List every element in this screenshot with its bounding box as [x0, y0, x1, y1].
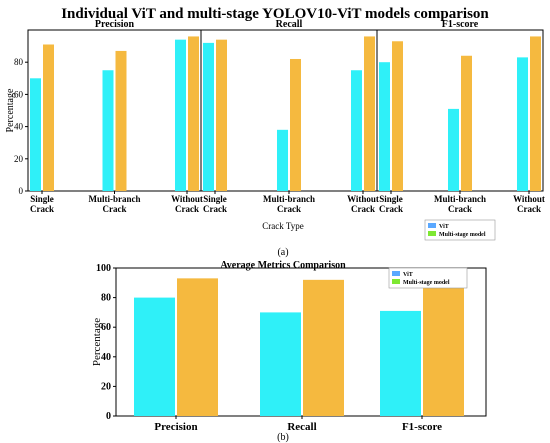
x-tick-label: Single Crack	[30, 194, 54, 214]
x-tick-label: F1-score	[402, 421, 442, 433]
subplot-title: Recall	[276, 19, 303, 30]
bar-multi-stage	[188, 36, 199, 191]
x-tick-label: Without Crack	[171, 194, 203, 214]
bar-vit	[448, 108, 459, 191]
x-axis-label: Crack Type	[262, 221, 303, 231]
y-axis-label: Percentage	[91, 318, 103, 366]
x-tick-label: Precision	[154, 421, 197, 433]
bar-vit	[134, 297, 175, 416]
subplot-title: Precision	[95, 19, 135, 30]
bar-vit	[380, 310, 421, 416]
panel-a-chart: Precision Single Crack Multi-branch Crack Wit…	[5, 19, 545, 241]
x-tick-label: Multi-branch Crack	[263, 194, 315, 214]
x-tick-label: Without Crack	[513, 194, 545, 214]
x-tick-label: Multi-branch Crack	[434, 194, 486, 214]
legend-label-vit: ViT	[403, 272, 413, 278]
bar-multi-stage	[392, 41, 403, 191]
y-tick-label: 0	[106, 411, 111, 422]
x-tick-label: Single Crack	[379, 194, 403, 214]
y-tick-label: 60	[101, 322, 111, 333]
subplot-frame	[200, 29, 378, 192]
bar-multi-stage	[115, 50, 127, 192]
legend-swatch-vit	[392, 271, 400, 276]
x-tick-label: Single Crack	[203, 194, 227, 214]
y-tick-label: 20	[101, 381, 111, 392]
legend-swatch-multi-stage	[392, 279, 400, 284]
bar-vit	[102, 70, 114, 191]
panel-b-label: (b)	[277, 432, 289, 443]
bar-multi-stage	[216, 39, 227, 191]
y-tick-label: 80	[14, 57, 24, 67]
bar-multi-stage	[43, 44, 54, 191]
y-tick-label: 80	[101, 293, 111, 304]
y-axis-label: Percentage	[5, 88, 16, 132]
bar-multi-stage	[290, 58, 301, 192]
legend-label-vit: ViT	[439, 224, 449, 230]
legend-swatch-vit	[428, 223, 436, 228]
bar-vit	[517, 57, 528, 192]
chart-title: Average Metrics Comparison	[220, 260, 346, 271]
panel-b-chart: Average Metrics Comparison Precision Recal…	[91, 260, 487, 433]
bar-vit	[260, 312, 301, 416]
x-tick-label: Multi-branch Crack	[88, 194, 140, 214]
legend-box	[388, 267, 468, 289]
bar-multi-stage	[364, 36, 375, 191]
y-tick-label: 40	[14, 122, 24, 132]
bar-multi-stage	[423, 281, 464, 416]
bar-vit	[203, 42, 214, 191]
y-tick-label: 20	[14, 154, 24, 164]
bar-vit	[175, 39, 186, 191]
legend-label-multi-stage: Multi-stage model	[403, 280, 450, 286]
bar-multi-stage	[303, 279, 344, 416]
bar-multi-stage	[530, 36, 541, 191]
legend-swatch-multi-stage	[428, 231, 436, 236]
figure-title: Individual ViT and multi-stage YOLOV10-V…	[61, 6, 489, 22]
bar-vit	[30, 78, 41, 191]
y-tick-label: 60	[14, 89, 24, 99]
x-tick-label: Recall	[287, 421, 316, 433]
bar-vit	[277, 129, 288, 191]
legend-label-multi-stage: Multi-stage model	[439, 232, 486, 238]
y-tick-label: 100	[96, 263, 111, 274]
panel-a-label: (a)	[277, 247, 288, 258]
legend-box	[424, 219, 496, 241]
bar-multi-stage	[461, 55, 472, 192]
y-tick-label: 0	[19, 186, 24, 196]
bar-vit	[351, 70, 362, 191]
x-tick-label: Without Crack	[347, 194, 379, 214]
y-tick-label: 40	[101, 352, 111, 363]
bar-vit	[379, 62, 390, 192]
bar-multi-stage	[177, 278, 218, 416]
subplot-title: F1-score	[442, 19, 479, 30]
